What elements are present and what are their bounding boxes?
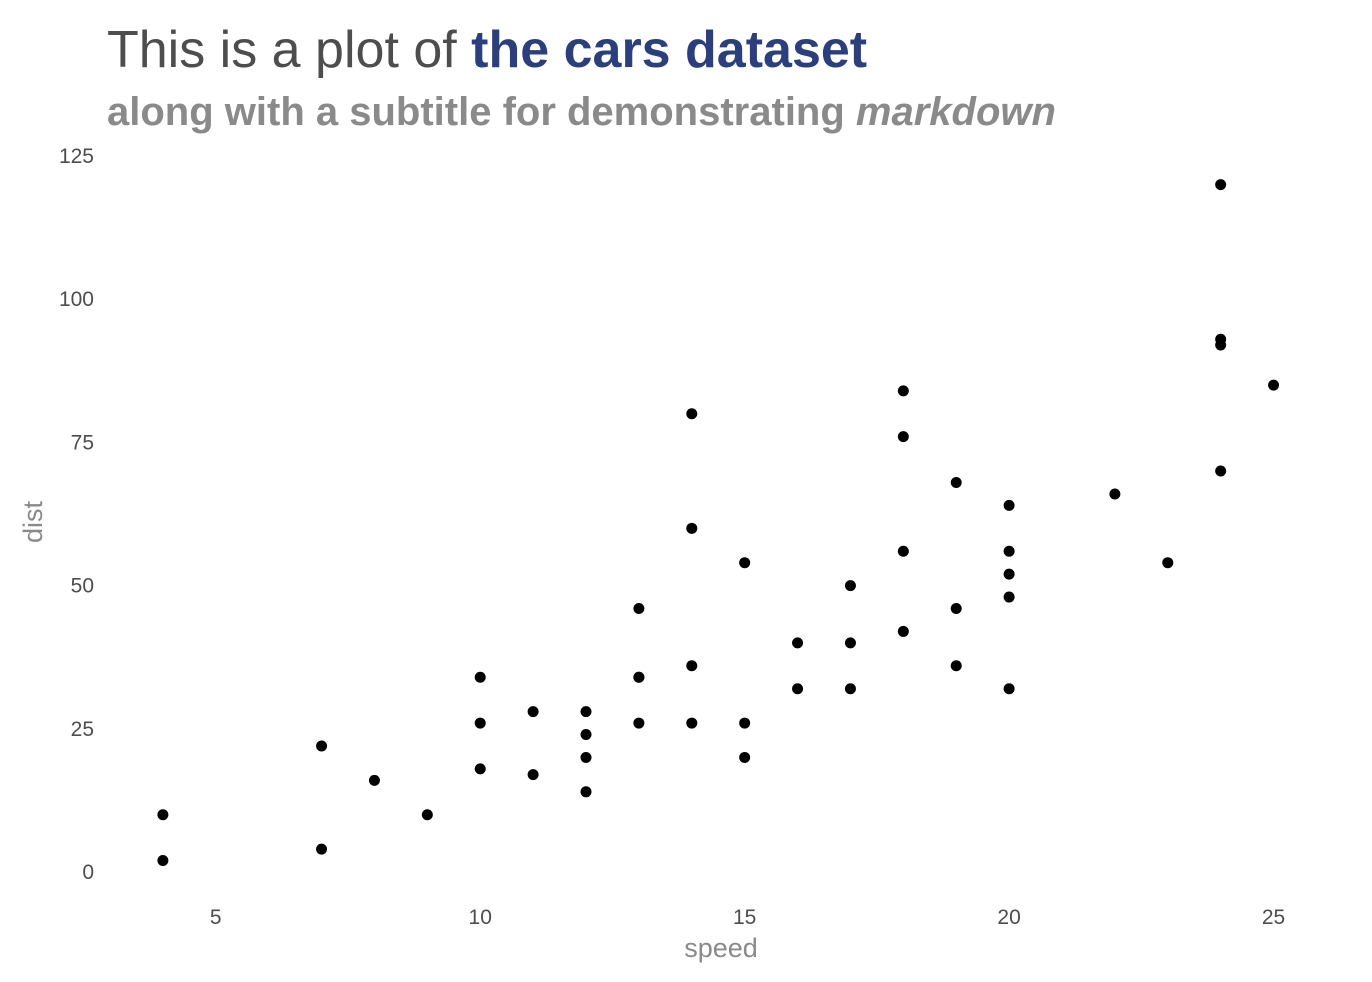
y-tick-label: 75 [71,431,94,454]
data-point [1003,683,1015,695]
data-point [527,769,539,781]
data-point [897,431,909,443]
x-tick-label: 15 [733,906,756,929]
data-point [633,671,645,683]
data-point [474,671,486,683]
data-point [950,476,962,488]
data-points [157,179,1280,867]
data-point [686,408,698,420]
data-point [897,625,909,637]
y-axis-title: dist [18,501,48,544]
data-point [844,580,856,592]
data-point [844,683,856,695]
chart-title-highlight: the cars dataset [471,21,868,79]
y-tick-label: 25 [71,718,94,741]
chart-title: This is a plot of the cars dataset [107,21,868,79]
chart-subtitle-prefix: along with a subtitle for demonstrating [107,90,856,134]
data-point [1003,591,1015,603]
data-point [1109,488,1121,500]
data-point [1003,499,1015,511]
y-tick-label: 0 [82,861,94,884]
data-point [897,545,909,557]
data-point [1215,333,1227,345]
x-tick-label: 5 [210,906,222,929]
chart-title-prefix: This is a plot of [107,21,472,79]
data-point [739,751,751,763]
y-axis-tick-labels: 0 25 50 75 100 125 [59,145,94,884]
y-tick-label: 100 [59,288,94,311]
data-point [1162,557,1174,569]
data-point [527,706,539,718]
data-point [474,717,486,729]
data-point [1003,545,1015,557]
data-point [1268,379,1280,391]
data-point [686,522,698,534]
data-point [157,809,169,821]
data-point [316,740,328,752]
data-point [739,717,751,729]
data-point [580,706,592,718]
data-point [897,385,909,397]
data-point [580,751,592,763]
data-point [474,763,486,775]
data-point [950,603,962,615]
x-tick-label: 10 [469,906,492,929]
data-point [1215,179,1227,191]
data-point [580,786,592,798]
y-tick-label: 50 [71,575,94,598]
data-point [686,717,698,729]
x-axis-title: speed [684,933,758,963]
data-point [316,843,328,855]
data-point [1003,568,1015,580]
data-point [844,637,856,649]
data-point [792,637,804,649]
data-point [421,809,433,821]
chart-subtitle-emphasis: markdown [855,90,1056,134]
data-point [633,603,645,615]
data-point [1215,465,1227,477]
x-tick-label: 20 [997,906,1020,929]
data-point [792,683,804,695]
data-point [368,774,380,786]
x-axis-tick-labels: 5 10 15 20 25 [210,906,1285,929]
x-tick-label: 25 [1262,906,1285,929]
data-point [686,660,698,672]
chart-subtitle: along with a subtitle for demonstrating … [107,90,1056,134]
y-tick-label: 125 [59,145,94,168]
data-point [580,729,592,741]
data-point [950,660,962,672]
data-point [739,557,751,569]
data-point [157,855,169,867]
data-point [633,717,645,729]
